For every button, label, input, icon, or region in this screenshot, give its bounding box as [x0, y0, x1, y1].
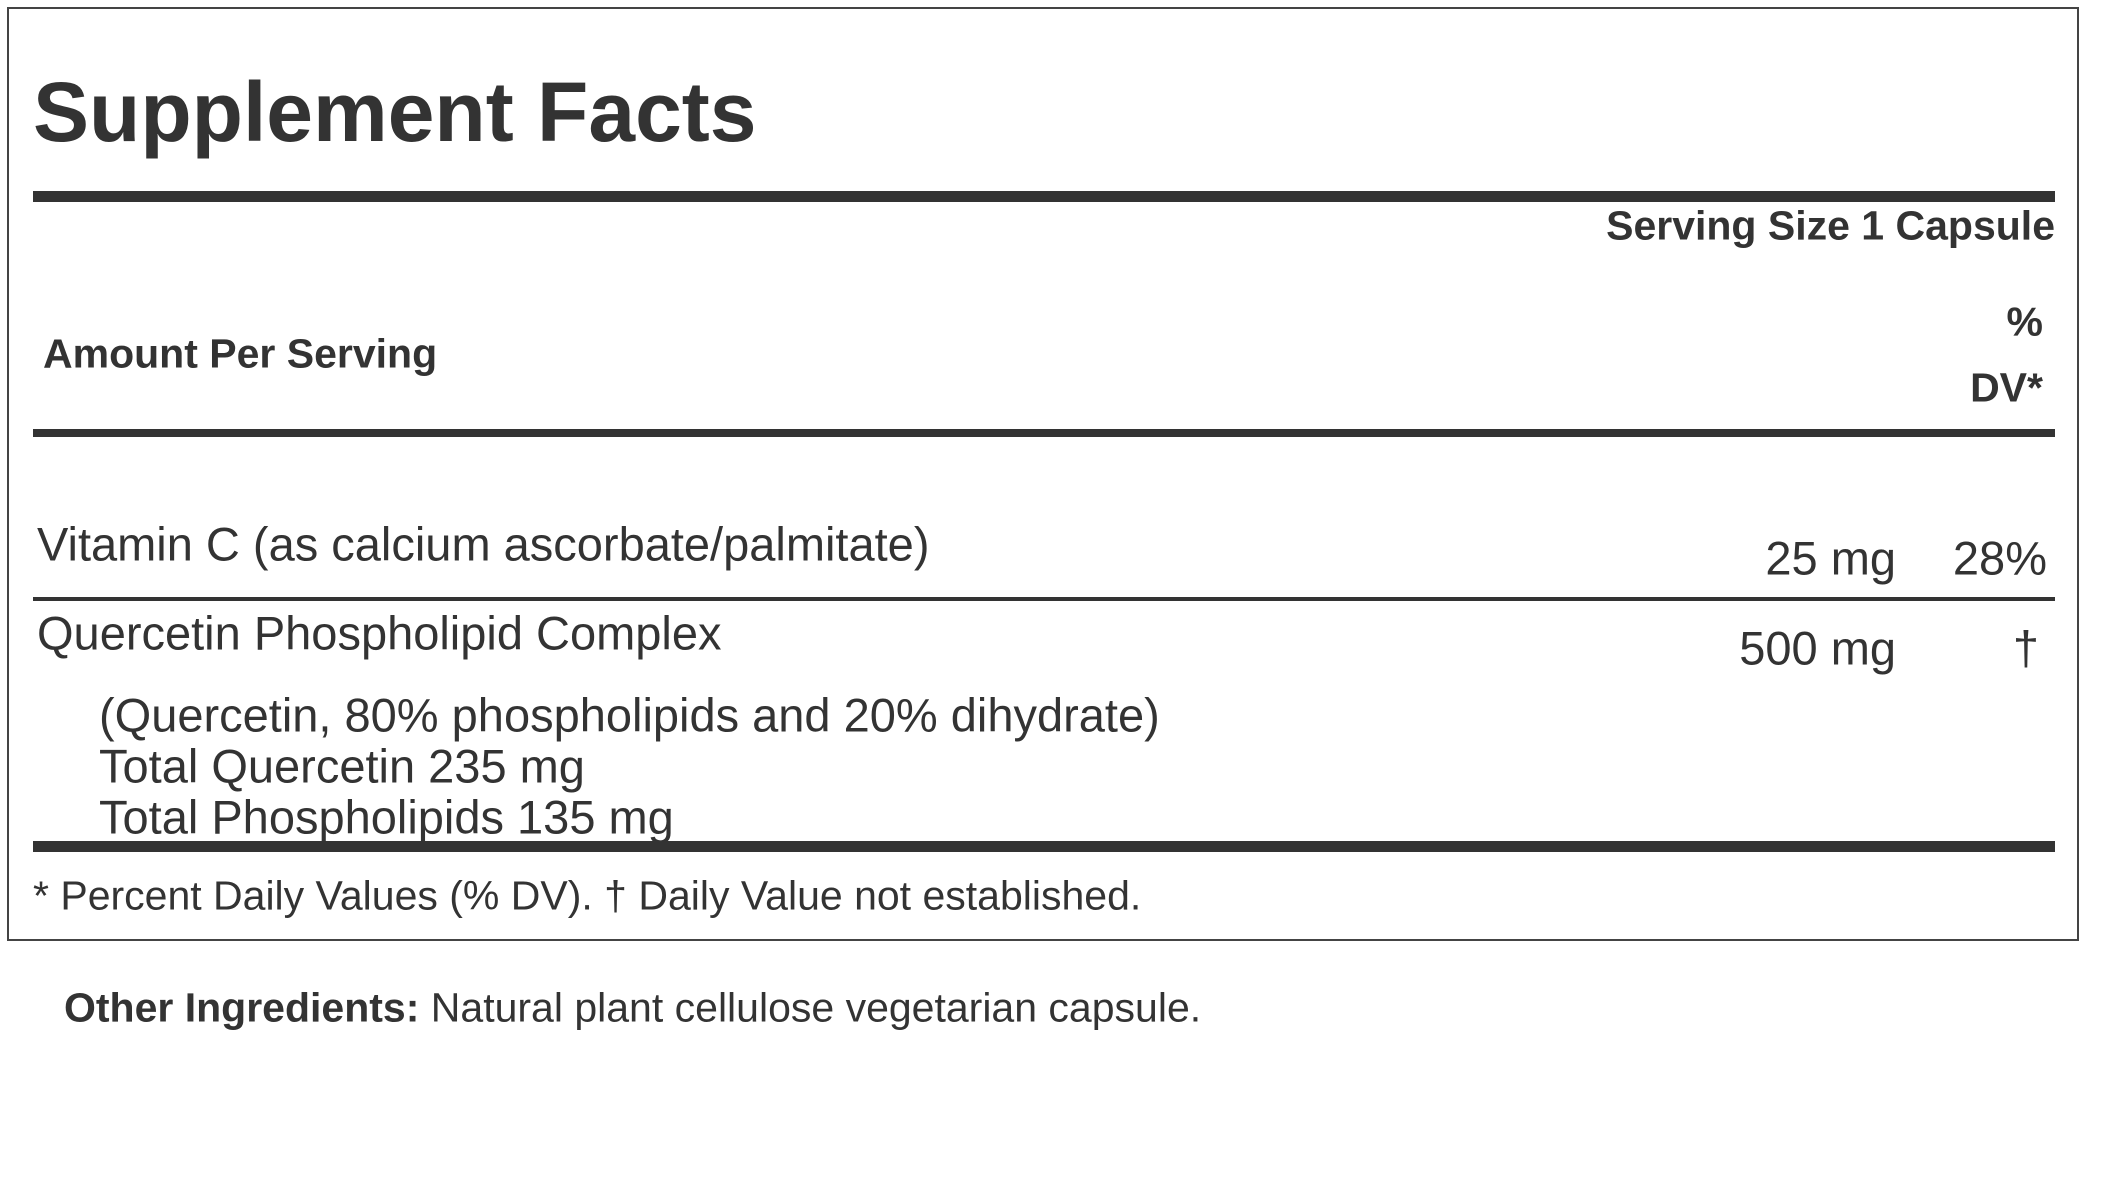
footnote: * Percent Daily Values (% DV). † Daily V… — [33, 872, 1142, 919]
other-ingredients: Other Ingredients: Natural plant cellulo… — [64, 984, 1202, 1031]
ingredient-detail: Total Quercetin 235 mg — [99, 739, 585, 793]
dv-header-line1: % — [2006, 298, 2043, 345]
ingredient-amount: 500 mg — [1739, 621, 1896, 675]
header-divider — [33, 429, 2055, 437]
amount-per-serving-header: Amount Per Serving — [43, 330, 438, 377]
other-ingredients-label: Other Ingredients: — [64, 984, 420, 1031]
ingredient-amount: 25 mg — [1765, 531, 1896, 585]
ingredient-name: Vitamin C (as calcium ascorbate/palmitat… — [37, 517, 930, 571]
ingredient-dv: † — [2012, 621, 2039, 675]
ingredient-detail: Total Phospholipids 135 mg — [99, 790, 674, 844]
dv-header-line2: DV* — [1970, 364, 2043, 411]
ingredient-detail: (Quercetin, 80% phospholipids and 20% di… — [99, 688, 1160, 742]
row-divider — [33, 597, 2055, 601]
bottom-divider — [33, 841, 2055, 852]
ingredient-dv: 28% — [1952, 531, 2047, 585]
thick-divider — [33, 191, 2055, 202]
ingredient-name: Quercetin Phospholipid Complex — [37, 606, 722, 660]
other-ingredients-text: Natural plant cellulose vegetarian capsu… — [430, 984, 1202, 1031]
supplement-facts-panel — [7, 7, 2079, 941]
panel-title: Supplement Facts — [33, 65, 757, 159]
serving-size: Serving Size 1 Capsule — [1606, 202, 2055, 249]
